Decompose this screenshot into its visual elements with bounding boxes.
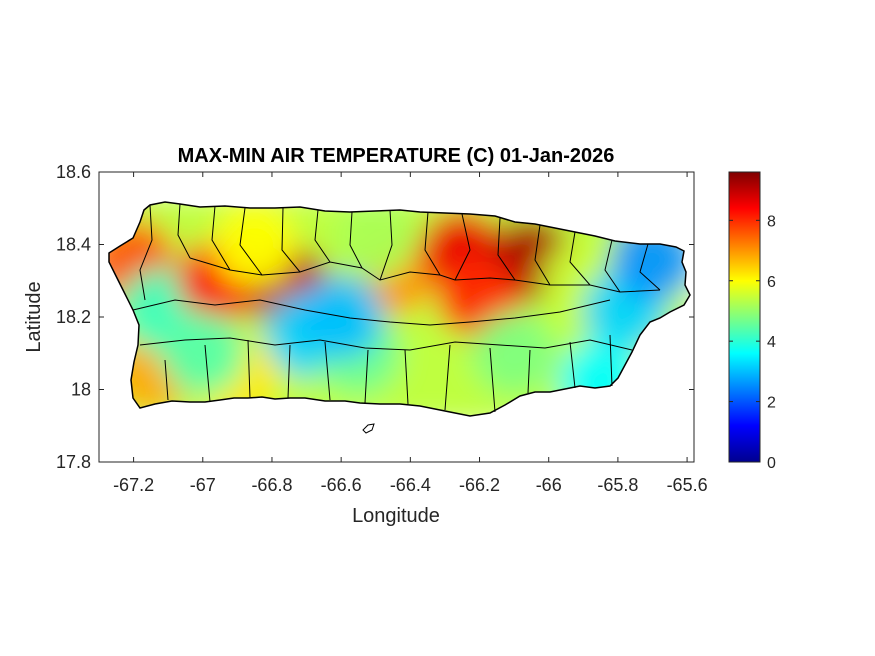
chart-title: MAX-MIN AIR TEMPERATURE (C) 01-Jan-2026 [178, 145, 615, 167]
municipality-line-24 [404, 349, 409, 405]
municipality-line-8 [424, 211, 441, 276]
x-tick-label: -66.8 [251, 475, 292, 495]
colorbar-tick-label: 8 [767, 213, 776, 230]
x-tick-label: -67.2 [113, 475, 154, 495]
municipality-line-21 [287, 344, 291, 399]
x-tick-label: -65.8 [597, 475, 638, 495]
y-tick-label: 18 [71, 380, 91, 400]
y-axis-label: Latitude [23, 281, 45, 352]
x-tick-label: -67 [190, 475, 216, 495]
municipality-line-0 [139, 204, 153, 301]
municipality-boundaries [132, 203, 661, 413]
colorbar-tick-label: 0 [767, 455, 776, 472]
municipality-line-16 [139, 337, 633, 351]
colorbar: 0 2 4 6 8 [728, 171, 776, 472]
x-axis-ticks: -67.2 -67 -66.8 -66.6 -66.4 -66.2 -66 -65.8 -65.… [113, 172, 708, 495]
municipality-line-28 [569, 341, 576, 389]
offshore-island [362, 423, 375, 434]
municipality-line-17 [189, 257, 661, 293]
colorbar-ticks: 0 2 4 6 8 [729, 213, 776, 472]
colorbar-tick-label: 6 [767, 274, 776, 291]
y-tick-label: 18.6 [56, 162, 91, 182]
temperature-sample-13 [402, 329, 487, 414]
y-tick-label: 18.2 [56, 307, 91, 327]
x-tick-label: -66.6 [321, 475, 362, 495]
colorbar-scale [728, 171, 761, 463]
temperature-sample-5 [212, 202, 297, 287]
municipality-line-19 [204, 344, 211, 403]
temperature-sample-21 [160, 311, 245, 396]
x-tick-label: -65.6 [667, 475, 708, 495]
municipality-line-18 [164, 359, 169, 401]
x-tick-label: -66.4 [390, 475, 431, 495]
x-axis-label: Longitude [352, 505, 440, 527]
temperature-sample-14 [472, 311, 557, 396]
municipality-line-29 [609, 334, 613, 387]
municipality-line-22 [324, 341, 331, 401]
municipality-line-1 [177, 203, 191, 259]
island-outline [108, 201, 691, 417]
municipality-line-5 [314, 209, 331, 263]
municipality-line-15 [132, 299, 611, 326]
x-tick-label: -66.2 [459, 475, 500, 495]
municipality-line-13 [604, 239, 621, 293]
municipality-line-25 [444, 344, 451, 411]
municipality-line-11 [534, 224, 551, 286]
temperature-sample-19 [299, 275, 384, 359]
municipality-line-2 [211, 205, 231, 271]
colorbar-tick-label: 2 [767, 395, 776, 412]
municipality-line-23 [364, 349, 369, 404]
municipality-line-3 [239, 207, 263, 276]
municipality-line-26 [489, 347, 496, 413]
colorbar-tick-label: 4 [767, 334, 776, 351]
municipality-line-4 [281, 207, 301, 273]
municipality-line-20 [247, 339, 251, 399]
y-tick-label: 17.8 [56, 452, 91, 472]
municipality-line-10 [497, 217, 516, 281]
temperature-sample-9 [333, 202, 418, 280]
y-axis-ticks: 17.8 18 18.2 18.4 18.6 [56, 162, 694, 472]
municipality-line-27 [527, 349, 531, 394]
x-tick-label: -66 [536, 475, 562, 495]
municipality-line-6 [349, 211, 363, 269]
municipality-line-9 [454, 213, 471, 281]
municipality-line-12 [569, 231, 591, 286]
y-tick-label: 18.4 [56, 235, 91, 255]
municipality-line-7 [379, 209, 393, 281]
municipality-line-14 [639, 243, 661, 291]
